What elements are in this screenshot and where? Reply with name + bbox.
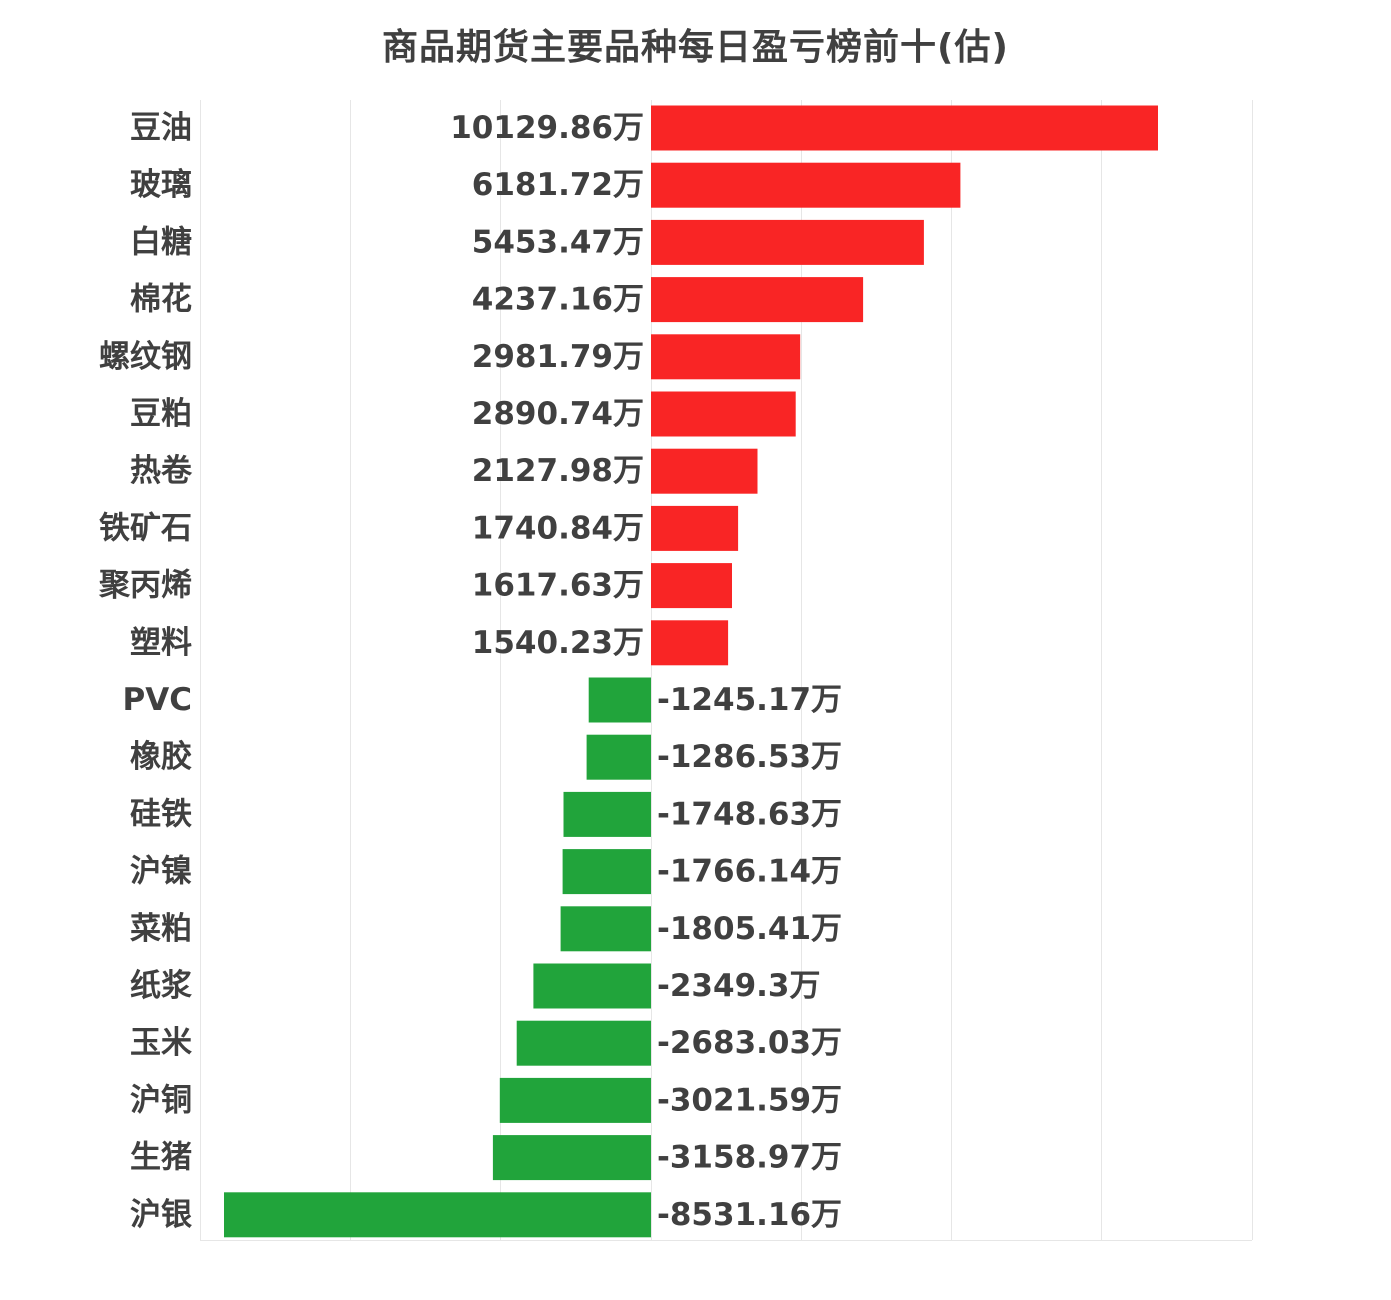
value-label: 1617.63万 bbox=[472, 568, 644, 604]
value-label: -1286.53万 bbox=[657, 739, 842, 775]
category-label: 豆油 bbox=[130, 110, 192, 146]
bar-14 bbox=[562, 849, 651, 895]
bar-20 bbox=[224, 1192, 651, 1238]
bar-6 bbox=[651, 391, 796, 437]
bar-3 bbox=[651, 219, 924, 265]
value-label: 6181.72万 bbox=[472, 167, 644, 203]
value-label: 2981.79万 bbox=[472, 339, 644, 375]
value-label: -2349.3万 bbox=[657, 968, 821, 1004]
bar-2 bbox=[651, 162, 961, 208]
bar-10 bbox=[651, 620, 729, 666]
category-label: 螺纹钢 bbox=[99, 339, 192, 375]
category-label: 热卷 bbox=[130, 453, 193, 489]
bars bbox=[224, 105, 1158, 1238]
value-label: 5453.47万 bbox=[472, 224, 644, 260]
bar-18 bbox=[499, 1077, 651, 1123]
category-label: 铁矿石 bbox=[99, 510, 192, 546]
bar-8 bbox=[651, 505, 739, 551]
bar-17 bbox=[516, 1020, 651, 1066]
value-label: 2127.98万 bbox=[472, 453, 644, 489]
value-label: -1245.17万 bbox=[657, 682, 842, 718]
category-label: 沪镍 bbox=[130, 854, 192, 890]
value-label: 1740.84万 bbox=[472, 510, 644, 546]
value-label: -1766.14万 bbox=[657, 854, 842, 890]
value-label: -1748.63万 bbox=[657, 796, 842, 832]
category-label: 塑料 bbox=[130, 625, 192, 661]
category-label: 聚丙烯 bbox=[98, 568, 192, 604]
bar-19 bbox=[492, 1135, 651, 1181]
value-label: 10129.86万 bbox=[450, 110, 644, 146]
category-label: 玉米 bbox=[130, 1025, 192, 1061]
category-label: 橡胶 bbox=[130, 739, 192, 775]
category-label: 白糖 bbox=[130, 224, 192, 260]
category-label: PVC bbox=[123, 682, 192, 718]
value-label: -3021.59万 bbox=[657, 1082, 842, 1118]
category-label: 纸浆 bbox=[130, 968, 192, 1004]
chart-title: 商品期货主要品种每日盈亏榜前十(估) bbox=[382, 27, 1009, 68]
category-label: 沪铜 bbox=[130, 1082, 192, 1118]
category-label: 玻璃 bbox=[130, 167, 192, 203]
bar-12 bbox=[586, 734, 651, 780]
category-label: 生猪 bbox=[130, 1140, 192, 1176]
bar-16 bbox=[533, 963, 651, 1009]
bar-5 bbox=[651, 334, 801, 380]
bar-9 bbox=[651, 563, 732, 609]
bar-7 bbox=[651, 448, 758, 494]
value-label: -3158.97万 bbox=[657, 1140, 842, 1176]
bar-4 bbox=[651, 277, 864, 323]
category-label: 豆粕 bbox=[130, 396, 192, 432]
value-label: 4237.16万 bbox=[472, 282, 644, 318]
category-label: 硅铁 bbox=[130, 796, 192, 832]
bar-1 bbox=[651, 105, 1158, 151]
grid-lines bbox=[200, 100, 1253, 1241]
value-label: 1540.23万 bbox=[472, 625, 644, 661]
value-label: -8531.16万 bbox=[657, 1197, 842, 1233]
value-label: 2890.74万 bbox=[472, 396, 644, 432]
category-label: 菜粕 bbox=[130, 911, 192, 947]
value-label: -2683.03万 bbox=[657, 1025, 842, 1061]
bar-15 bbox=[560, 906, 651, 952]
category-label: 棉花 bbox=[130, 282, 192, 318]
category-label: 沪银 bbox=[130, 1197, 192, 1233]
value-label: -1805.41万 bbox=[657, 911, 842, 947]
bar-11 bbox=[588, 677, 651, 723]
bar-13 bbox=[563, 791, 651, 837]
